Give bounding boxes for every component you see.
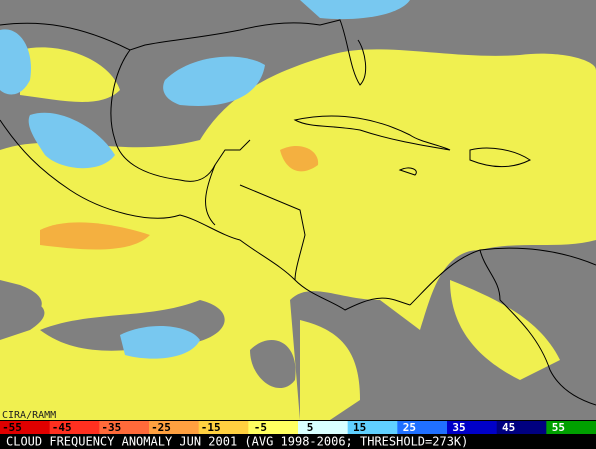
colorbar-segment <box>447 421 498 434</box>
colorbar-label: 15 <box>353 421 366 434</box>
colorbar-label: -15 <box>201 421 221 434</box>
colorbar-label: 55 <box>552 421 565 434</box>
colorbar-segment <box>248 421 299 434</box>
colorbar-segment <box>496 421 547 434</box>
colorbar: -55 -45 -35 -25 -15 -5 5 15 25 35 45 55 <box>0 421 596 434</box>
colorbar-label: -5 <box>254 421 267 434</box>
colorbar-segment <box>347 421 398 434</box>
colorbar-segment <box>0 421 51 434</box>
colorbar-segment <box>49 421 100 434</box>
colorbar-segment <box>298 421 349 434</box>
caption: CLOUD FREQUENCY ANOMALY JUN 2001 (AVG 19… <box>6 435 468 449</box>
colorbar-label: -45 <box>52 421 72 434</box>
colorbar-label: 5 <box>307 421 314 434</box>
colorbar-segment <box>397 421 448 434</box>
colorbar-label: -25 <box>151 421 171 434</box>
credit: CIRA/RAMM <box>2 410 56 421</box>
caption-bar <box>0 434 596 449</box>
colorbar-label: -35 <box>101 421 121 434</box>
colorbar-label: 45 <box>502 421 515 434</box>
colorbar-label: 35 <box>452 421 465 434</box>
blue-anomaly <box>0 0 410 359</box>
colorbar-segment <box>99 421 150 434</box>
colorbar-label: -55 <box>2 421 22 434</box>
colorbar-label: 25 <box>403 421 416 434</box>
orange-anomaly <box>40 145 319 250</box>
colorbar-segment <box>198 421 249 434</box>
coastlines <box>0 19 596 406</box>
colorbar-segment <box>149 421 200 434</box>
colorbar-segment <box>546 421 596 434</box>
